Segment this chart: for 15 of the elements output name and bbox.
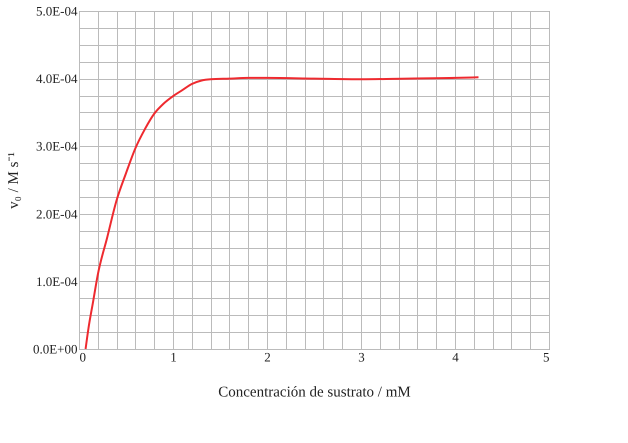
x-tick-label: 4 — [452, 350, 460, 364]
x-tick-label: 5 — [543, 350, 550, 364]
y-tick-label: 3.0E-04 — [36, 138, 78, 154]
x-tick-label: 0 — [80, 350, 86, 364]
y-axis-title: v₀ / M s⁻¹ — [6, 152, 22, 209]
x-tick-label: 3 — [358, 350, 365, 364]
y-tick-label: 1.0E-04 — [36, 274, 78, 289]
x-tick-label: 2 — [264, 350, 271, 364]
x-tick-label: 1 — [170, 350, 177, 364]
y-tick-label: 5.0E-04 — [36, 4, 78, 18]
x-axis-title: Concentración de sustrato / mM — [218, 384, 411, 400]
line-series — [84, 76, 480, 350]
y-tick-label: 2.0E-04 — [36, 206, 78, 222]
y-tick-label: 0.0E+00 — [32, 342, 78, 356]
y-tick-label: 4.0E-04 — [36, 71, 78, 86]
